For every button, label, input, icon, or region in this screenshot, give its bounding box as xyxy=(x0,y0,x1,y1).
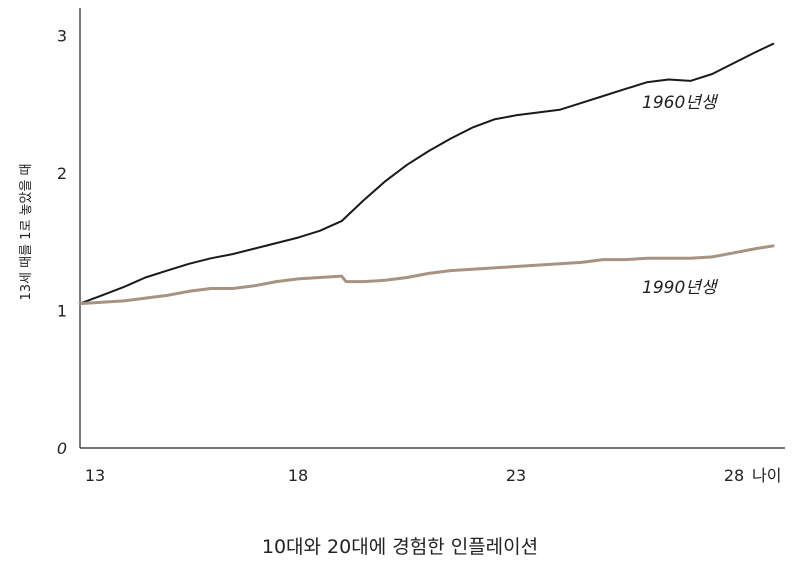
x-tick-label: 28 xyxy=(724,466,744,485)
x-axis-title: 나이 xyxy=(752,466,781,485)
series-line-1 xyxy=(79,42,775,305)
y-tick-label: 2 xyxy=(57,164,67,183)
series-line-2 xyxy=(78,244,775,306)
series-lines xyxy=(78,42,775,306)
series-labels: 1960년생 1990년생 xyxy=(642,93,719,298)
x-tick-label: 23 xyxy=(506,466,526,485)
y-axis-title: 13세 때를 1로 놓았을 때 xyxy=(19,163,34,300)
y-tick-label: 0 xyxy=(57,439,67,458)
y-tick-label: 3 xyxy=(57,27,67,46)
series-label-2: 1990년생 xyxy=(642,278,719,298)
axes xyxy=(79,8,785,449)
x-tick-label: 13 xyxy=(85,466,105,485)
series-label-1: 1960년생 xyxy=(642,93,719,113)
x-tick-label: 18 xyxy=(288,466,308,485)
y-axis-title-text: 13세 때를 1로 놓았을 때 xyxy=(19,163,34,300)
y-tick-label: 1 xyxy=(57,302,67,321)
chart-caption: 10대와 20대에 경험한 인플레이션 xyxy=(261,536,539,558)
